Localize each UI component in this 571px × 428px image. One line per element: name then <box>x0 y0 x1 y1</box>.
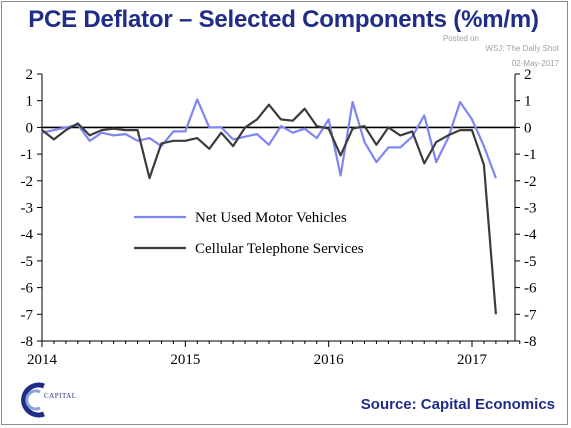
chart-legend: Net Used Motor Vehicles Cellular Telephon… <box>134 210 364 257</box>
x-tick-label: 2017 <box>457 352 488 368</box>
y-tick-label-left: -1 <box>21 147 34 163</box>
y-tick-label-right: 0 <box>524 120 532 136</box>
series-line-0 <box>41 98 497 179</box>
y-tick-label-right: -2 <box>524 174 537 190</box>
y-tick-label-right: -1 <box>524 147 537 163</box>
chart-title: PCE Deflator – Selected Components (%m/m… <box>28 6 539 33</box>
y-tick-label-right: -3 <box>524 201 537 217</box>
y-tick-label-right: -7 <box>524 307 537 323</box>
y-tick-label-left: -3 <box>21 201 34 217</box>
y-tick-label-right: -4 <box>524 227 537 243</box>
y-tick-label-left: 2 <box>26 67 34 83</box>
x-tick-label: 2014 <box>27 352 58 368</box>
credit-posted: Posted on <box>442 34 479 43</box>
chart-series <box>41 98 497 315</box>
source-note: Source: Capital Economics <box>360 396 555 413</box>
capital-economics-logo-icon <box>21 382 45 418</box>
chart-axes: 2 2 1 1 0 0 -1 -1 -2 -2 -3 -3 -4 -4 -5 -5 -6 -6 -7 -7 -8 -8 20… <box>21 67 537 368</box>
y-tick-label-right: 2 <box>524 67 532 83</box>
y-tick-label-left: 0 <box>26 120 34 136</box>
y-tick-label-left: 1 <box>26 94 34 110</box>
x-tick-label: 2016 <box>314 352 345 368</box>
y-tick-label-left: -5 <box>21 254 34 270</box>
y-tick-label-left: -8 <box>21 334 34 350</box>
credit-outlet: WSJ: The Daily Shot <box>485 44 559 53</box>
legend-label-0: Net Used Motor Vehicles <box>195 210 347 226</box>
y-tick-label-right: 1 <box>524 94 532 110</box>
y-tick-label-right: -8 <box>524 334 537 350</box>
x-tick-label: 2015 <box>170 352 200 368</box>
y-tick-label-left: -4 <box>21 227 34 243</box>
y-tick-label-right: -6 <box>524 281 537 297</box>
series-line-1 <box>41 103 497 315</box>
legend-label-1: Cellular Telephone Services <box>195 241 364 257</box>
logo-text: CAPITAL <box>44 392 77 400</box>
y-tick-label-left: -7 <box>21 307 34 323</box>
y-tick-label-left: -6 <box>21 281 34 297</box>
credit-date: 02-May-2017 <box>511 59 559 68</box>
y-tick-label-left: -2 <box>21 174 34 190</box>
y-tick-label-right: -5 <box>524 254 537 270</box>
